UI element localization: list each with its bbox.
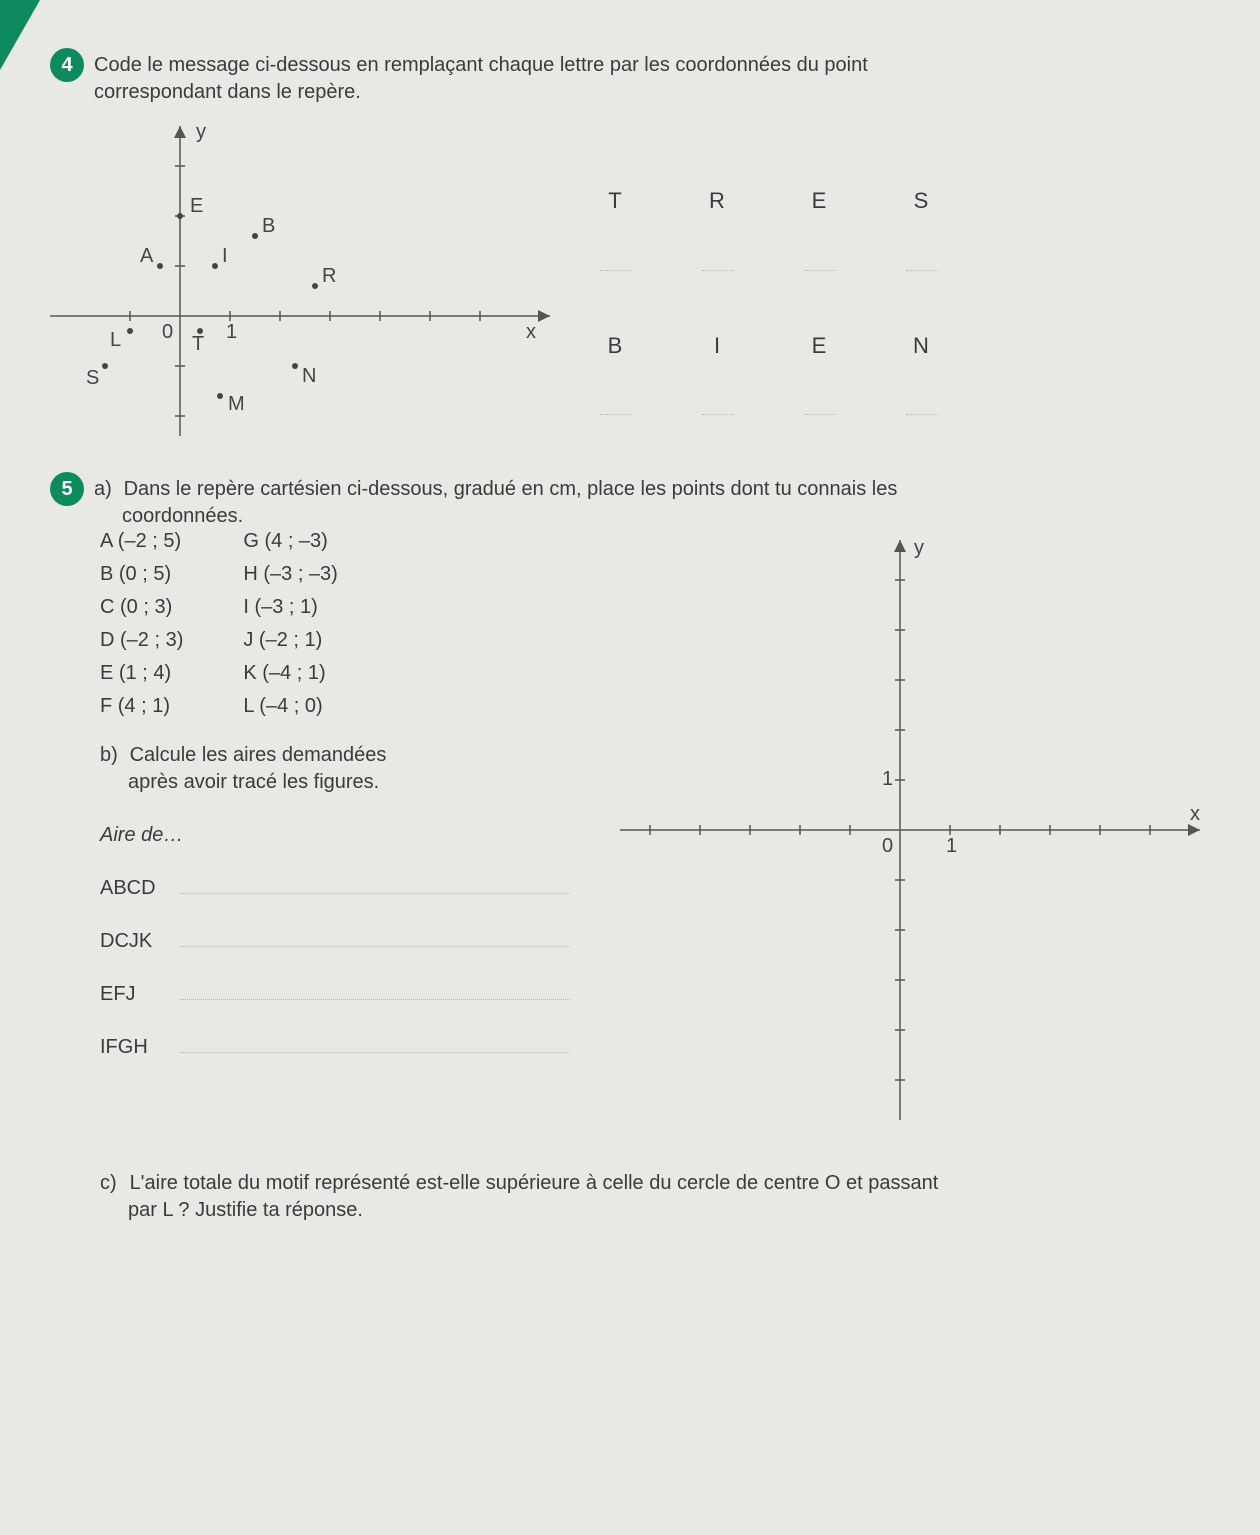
exercise-4-statement-line1: Code le message ci-dessous en remplaçant… (94, 54, 868, 76)
coord-I: I (–3 ; 1) (243, 594, 337, 621)
coord-B: B (0 ; 5) (100, 561, 183, 588)
point-I: I (222, 245, 228, 267)
letter-row-2: B I E N (600, 331, 1210, 361)
exercise-4-statement-line2: correspondant dans le repère. (94, 81, 361, 103)
letter-E2: E (804, 331, 836, 361)
point-M: M (228, 393, 245, 415)
point-B: B (262, 215, 275, 237)
letter-row-1: T R E S (600, 186, 1210, 216)
point-L: L (110, 329, 121, 351)
exercise-4-badge: 4 (50, 48, 84, 82)
ex5-a-text-line1: Dans le repère cartésien ci-dessous, gra… (124, 478, 898, 500)
ex5-b-text-line2: après avoir tracé les figures. (128, 771, 379, 793)
aire-ABCD: ABCD (100, 875, 570, 902)
point-R: R (322, 265, 336, 287)
page-corner-decoration (0, 0, 40, 70)
aire-IFGH-label: IFGH (100, 1034, 170, 1061)
ex5-c-label: c) (100, 1170, 124, 1197)
aire-EFJ-label: EFJ (100, 981, 170, 1008)
ex5-b-label: b) (100, 742, 124, 769)
origin-label: 0 (162, 321, 173, 343)
dots-row-2 (600, 400, 1210, 415)
letter-E: E (804, 186, 836, 216)
letter-I: I (702, 331, 734, 361)
x-axis-label: x (526, 321, 536, 343)
aire-IFGH: IFGH (100, 1034, 570, 1061)
ex5-y-unit-label: 1 (882, 768, 893, 790)
aire-EFJ: EFJ (100, 981, 570, 1008)
letter-R: R (702, 186, 734, 216)
exercise-5-badge: 5 (50, 472, 84, 506)
point-N: N (302, 365, 316, 387)
coord-E: E (1 ; 4) (100, 660, 183, 687)
coord-K: K (–4 ; 1) (243, 660, 337, 687)
letter-T: T (600, 186, 632, 216)
x-unit-label: 1 (226, 321, 237, 343)
letter-B: B (600, 331, 632, 361)
ex5-x-unit-label: 1 (946, 835, 957, 857)
coord-C: C (0 ; 3) (100, 594, 183, 621)
coord-J: J (–2 ; 1) (243, 627, 337, 654)
exercise-4-graph: 0 1 x y E A I B (50, 116, 570, 436)
point-A: A (140, 245, 154, 267)
coord-L: L (–4 ; 0) (243, 693, 337, 720)
letter-N: N (906, 331, 938, 361)
ex5-a-label: a) (94, 476, 118, 503)
dots-row-1 (600, 256, 1210, 271)
ex5-y-axis-label: y (914, 537, 924, 559)
coordinates-list: A (–2 ; 5) B (0 ; 5) C (0 ; 3) D (–2 ; 3… (100, 528, 570, 720)
ex5-c-text-line1: L'aire totale du motif représenté est-el… (130, 1172, 939, 1194)
point-E: E (190, 195, 203, 217)
ex5-origin-label: 0 (882, 835, 893, 857)
aire-DCJK: DCJK (100, 928, 570, 955)
letter-S: S (906, 186, 938, 216)
coord-H: H (–3 ; –3) (243, 561, 337, 588)
y-axis-label: y (196, 121, 206, 143)
ex5-c-text-line2: par L ? Justifie ta réponse. (128, 1199, 363, 1221)
ex5-c-block: c) L'aire totale du motif représenté est… (100, 1170, 1210, 1224)
exercise-5-graph: 0 1 1 x y (600, 520, 1220, 1140)
aire-DCJK-label: DCJK (100, 928, 170, 955)
ex5-b-text-line1: Calcule les aires demandées (130, 744, 387, 766)
coord-G: G (4 ; –3) (243, 528, 337, 555)
aire-de-label: Aire de… (100, 822, 570, 849)
ex5-b-block: b) Calcule les aires demandées après avo… (100, 742, 570, 796)
coord-F: F (4 ; 1) (100, 693, 183, 720)
point-T: T (192, 333, 204, 355)
ex5-x-axis-label: x (1190, 803, 1200, 825)
aire-ABCD-label: ABCD (100, 875, 170, 902)
point-S: S (86, 367, 99, 389)
exercise-4-letter-rows: T R E S B I E N (600, 116, 1210, 436)
exercise-4-header: 4 Code le message ci-dessous en remplaça… (50, 52, 1210, 106)
coord-A: A (–2 ; 5) (100, 528, 183, 555)
coord-D: D (–2 ; 3) (100, 627, 183, 654)
